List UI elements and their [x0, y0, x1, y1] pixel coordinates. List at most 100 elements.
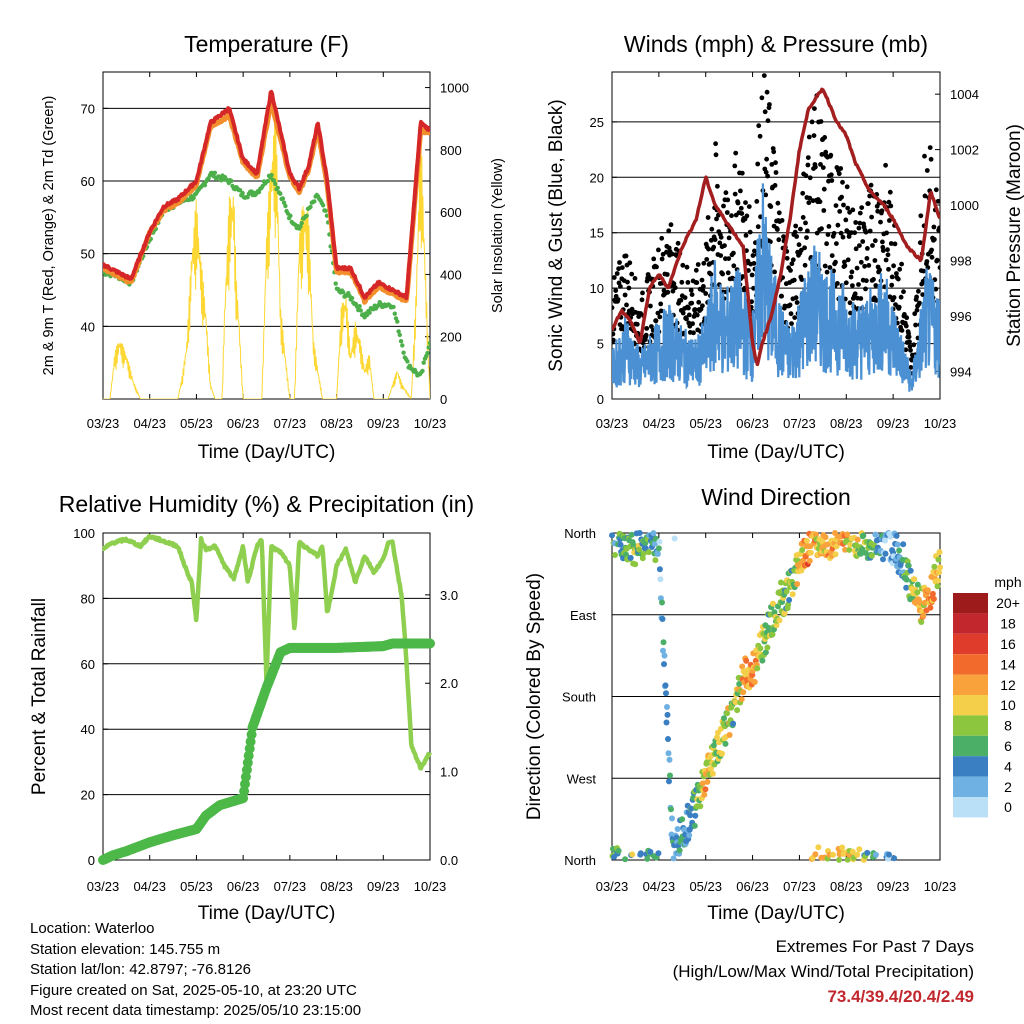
- chart2-gust-point: [732, 191, 738, 197]
- chart2-gust-point: [867, 193, 873, 199]
- chart2-gust-point: [844, 184, 850, 190]
- chart2-gust-point: [612, 337, 616, 343]
- chart4-title: Wind Direction: [701, 484, 851, 510]
- chart2-gust-point: [843, 280, 849, 286]
- chart2-gust-point: [772, 269, 777, 275]
- chart2-gust-point: [781, 234, 786, 240]
- chart2-gust-point: [705, 215, 711, 220]
- chart1-dewpoint-point: [401, 350, 406, 355]
- chart4-direction-point: [665, 736, 671, 742]
- chart4-direction-point: [659, 599, 665, 606]
- chart4-direction-point: [709, 770, 716, 777]
- chart2-gust-point: [775, 200, 781, 206]
- chart2-y-axis-label: Sonic Wind & Gust (Blue, Black): [546, 99, 567, 371]
- chart2-gust-point: [755, 224, 761, 230]
- chart4-legend-label: 16: [1000, 636, 1016, 652]
- chart2-gust-point: [788, 311, 794, 317]
- chart2-gust-point: [758, 214, 763, 220]
- chart2-gust-point: [792, 315, 798, 320]
- chart3-rainfall-point: [425, 638, 435, 649]
- chart2-gust-point: [703, 291, 709, 296]
- chart2-gust-point: [836, 171, 842, 177]
- chart3-y-tick-label: 20: [81, 788, 95, 803]
- chart2-gust-point: [937, 225, 940, 231]
- chart1-dewpoint-point: [273, 181, 278, 187]
- chart4-direction-point: [924, 587, 931, 594]
- figure-created: Figure created on Sat, 2025-05-10, at 23…: [30, 981, 357, 999]
- chart4-direction-point: [650, 530, 657, 537]
- extremes-subheading: (High/Low/Max Wind/Total Precipitation): [672, 962, 974, 981]
- chart4-direction-point: [627, 554, 634, 561]
- chart4-y-tick-label: West: [567, 771, 597, 786]
- chart4-legend-swatch: [953, 695, 988, 716]
- chart1-dewpoint-point: [271, 178, 277, 183]
- chart1-dewpoint-point: [245, 195, 250, 200]
- chart3-y2-tick-label: 0.0: [440, 853, 458, 868]
- chart2-gust-point: [850, 283, 855, 288]
- chart4-legend-label: 14: [1000, 656, 1016, 672]
- chart1-x-tick-label: 09/23: [367, 416, 400, 431]
- chart4-direction-point: [666, 756, 673, 763]
- chart2-gust-point: [787, 302, 793, 308]
- chart2-gust-point: [933, 286, 939, 292]
- chart3-x-tick-label: 07/23: [274, 879, 307, 894]
- chart2-gust-point: [779, 293, 784, 299]
- chart2-gust-point: [933, 187, 939, 193]
- chart2-gust-point: [907, 339, 912, 345]
- chart3-y2-tick-label: 3.0: [440, 588, 458, 603]
- chart2-gust-point: [718, 253, 724, 258]
- chart2-gust-point: [700, 288, 706, 293]
- chart2-gust-point: [773, 170, 779, 175]
- chart4-direction-point: [935, 577, 941, 584]
- chart2-gust-point: [746, 204, 752, 210]
- chart4-direction-point: [854, 851, 861, 858]
- chart3-x-tick-label: 05/23: [180, 879, 213, 894]
- chart4-legend-swatch: [953, 776, 988, 797]
- chart2-gust-point: [670, 288, 676, 294]
- chart4-direction-point: [844, 856, 851, 863]
- chart4-direction-point: [935, 556, 942, 563]
- chart4-direction-point: [667, 772, 673, 779]
- chart4-direction-point: [632, 561, 639, 568]
- chart2-gust-point: [668, 222, 674, 228]
- chart4-direction-point: [656, 538, 663, 545]
- station-latlon: Station lat/lon: 42.8797; -76.8126: [30, 961, 252, 978]
- chart2-gust-point: [729, 213, 734, 219]
- chart4-direction-point: [669, 815, 675, 822]
- chart1-dewpoint-point: [240, 190, 245, 196]
- chart4-direction-point: [639, 555, 646, 562]
- chart4-direction-point: [628, 531, 635, 538]
- chart2-gust-point: [726, 235, 732, 241]
- chart2-gust-point: [743, 200, 748, 206]
- chart4-direction-point: [739, 663, 746, 670]
- chart2-gust-point: [706, 246, 711, 252]
- chart4-direction-point: [660, 639, 667, 646]
- chart2-y2-axis-label: Station Pressure (Maroon): [1004, 124, 1024, 347]
- chart2-gust-point: [872, 258, 878, 263]
- chart4-direction-point: [699, 780, 706, 787]
- chart2-gust-point: [779, 218, 785, 223]
- chart2-gust-point: [658, 308, 664, 314]
- chart4-direction-point: [839, 844, 846, 851]
- chart4-direction-point: [864, 849, 871, 856]
- chart4-direction-point: [934, 583, 941, 590]
- chart2-gust-point: [856, 282, 861, 287]
- chart4-direction-point: [668, 806, 674, 813]
- chart2-gust-point: [679, 279, 685, 285]
- chart2-gust-point: [689, 300, 695, 306]
- chart2-gust-point: [690, 321, 695, 327]
- chart2-gust-point: [924, 259, 930, 264]
- chart4-direction-point: [732, 699, 739, 706]
- chart2-gust-point: [612, 305, 615, 311]
- chart2-gust-point: [714, 216, 719, 222]
- chart2-gust-point: [871, 277, 876, 282]
- chart2-gust-point: [613, 288, 619, 293]
- chart2-gust-point: [685, 280, 691, 285]
- chart2-gust-point: [659, 235, 665, 241]
- chart3-y-tick-label: 60: [81, 657, 95, 672]
- chart4-direction-point: [836, 856, 843, 863]
- chart2-gust-point: [865, 201, 871, 207]
- chart3-y-axis-label: Percent & Total Rainfall: [29, 598, 50, 795]
- chart1-dewpoint-point: [237, 188, 243, 193]
- chart3-y-tick-label: 100: [73, 526, 95, 541]
